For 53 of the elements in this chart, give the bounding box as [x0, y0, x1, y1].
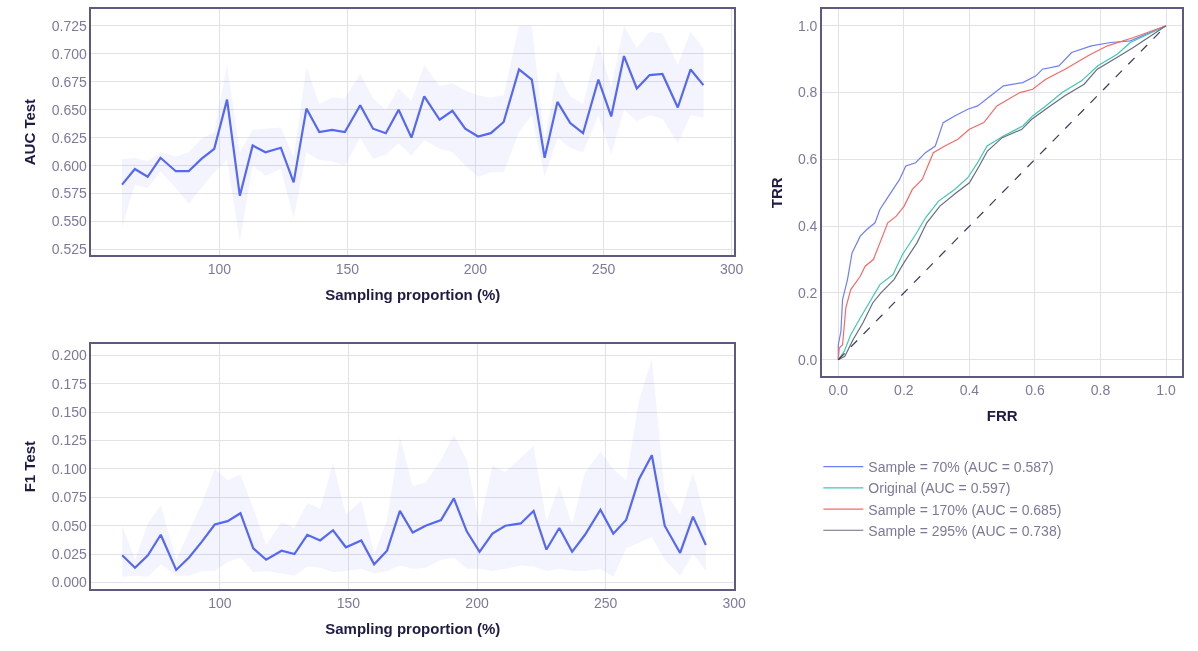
- y-axis-title: TRR: [767, 177, 785, 209]
- y-tick-label: 0.700: [51, 45, 87, 62]
- line-series: [837, 25, 1167, 361]
- y-tick-label: 0.2: [797, 284, 818, 301]
- y-tick-label: 0.650: [51, 101, 87, 118]
- y-tick-label: 0.600: [51, 157, 87, 174]
- x-tick-label: 150: [335, 260, 360, 277]
- x-tick-label: 100: [207, 260, 232, 277]
- y-tick-label: 0.125: [51, 432, 87, 449]
- line-series: [121, 454, 707, 572]
- y-tick-label: 0.6: [797, 151, 818, 168]
- y-tick-label: 0.200: [51, 347, 87, 364]
- x-tick-label: 250: [591, 260, 616, 277]
- y-tick-label: 1.0: [797, 17, 818, 34]
- x-tick-label: 0.4: [959, 381, 980, 398]
- x-tick-label: 0.0: [828, 381, 849, 398]
- legend-label: Sample = 170% (AUC = 0.685): [868, 501, 1062, 518]
- legend-label: Sample = 295% (AUC = 0.738): [868, 522, 1062, 539]
- y-tick-label: 0.625: [51, 129, 87, 146]
- y-tick-label: 0.0: [797, 351, 818, 368]
- x-tick-label: 300: [719, 260, 744, 277]
- y-tick-label: 0.725: [51, 17, 87, 34]
- x-axis-title: Sampling proportion (%): [325, 286, 501, 304]
- y-tick-label: 0.025: [51, 545, 87, 562]
- x-tick-label: 300: [722, 594, 747, 611]
- x-axis-title: FRR: [986, 407, 1018, 425]
- y-tick-label: 0.175: [51, 375, 87, 392]
- y-tick-label: 0.000: [51, 574, 87, 591]
- y-tick-label: 0.575: [51, 185, 87, 202]
- x-axis-title: Sampling proportion (%): [325, 620, 501, 638]
- x-tick-label: 0.6: [1025, 381, 1045, 398]
- legend-label: Sample = 70% (AUC = 0.587): [868, 459, 1054, 476]
- x-tick-label: 200: [463, 260, 488, 277]
- y-tick-label: 0.075: [51, 489, 87, 506]
- x-tick-label: 0.8: [1090, 381, 1111, 398]
- x-tick-label: 0.2: [894, 381, 914, 398]
- y-tick-label: 0.050: [51, 517, 87, 534]
- y-tick-label: 0.100: [51, 460, 87, 477]
- y-tick-label: 0.8: [797, 84, 818, 101]
- x-tick-label: 250: [593, 594, 618, 611]
- y-axis-title: F1 Test: [21, 440, 39, 493]
- y-tick-label: 0.4: [797, 218, 818, 235]
- legend-label: Original (AUC = 0.597): [868, 480, 1011, 497]
- x-tick-label: 1.0: [1156, 381, 1176, 398]
- x-tick-label: 150: [336, 594, 361, 611]
- y-tick-label: 0.525: [51, 241, 87, 258]
- x-tick-label: 100: [208, 594, 232, 611]
- y-tick-label: 0.675: [51, 73, 87, 90]
- y-axis-title: AUC Test: [21, 98, 39, 166]
- y-tick-label: 0.150: [51, 404, 87, 421]
- y-tick-label: 0.550: [51, 213, 87, 230]
- line-series: [120, 54, 705, 197]
- x-tick-label: 200: [465, 594, 489, 611]
